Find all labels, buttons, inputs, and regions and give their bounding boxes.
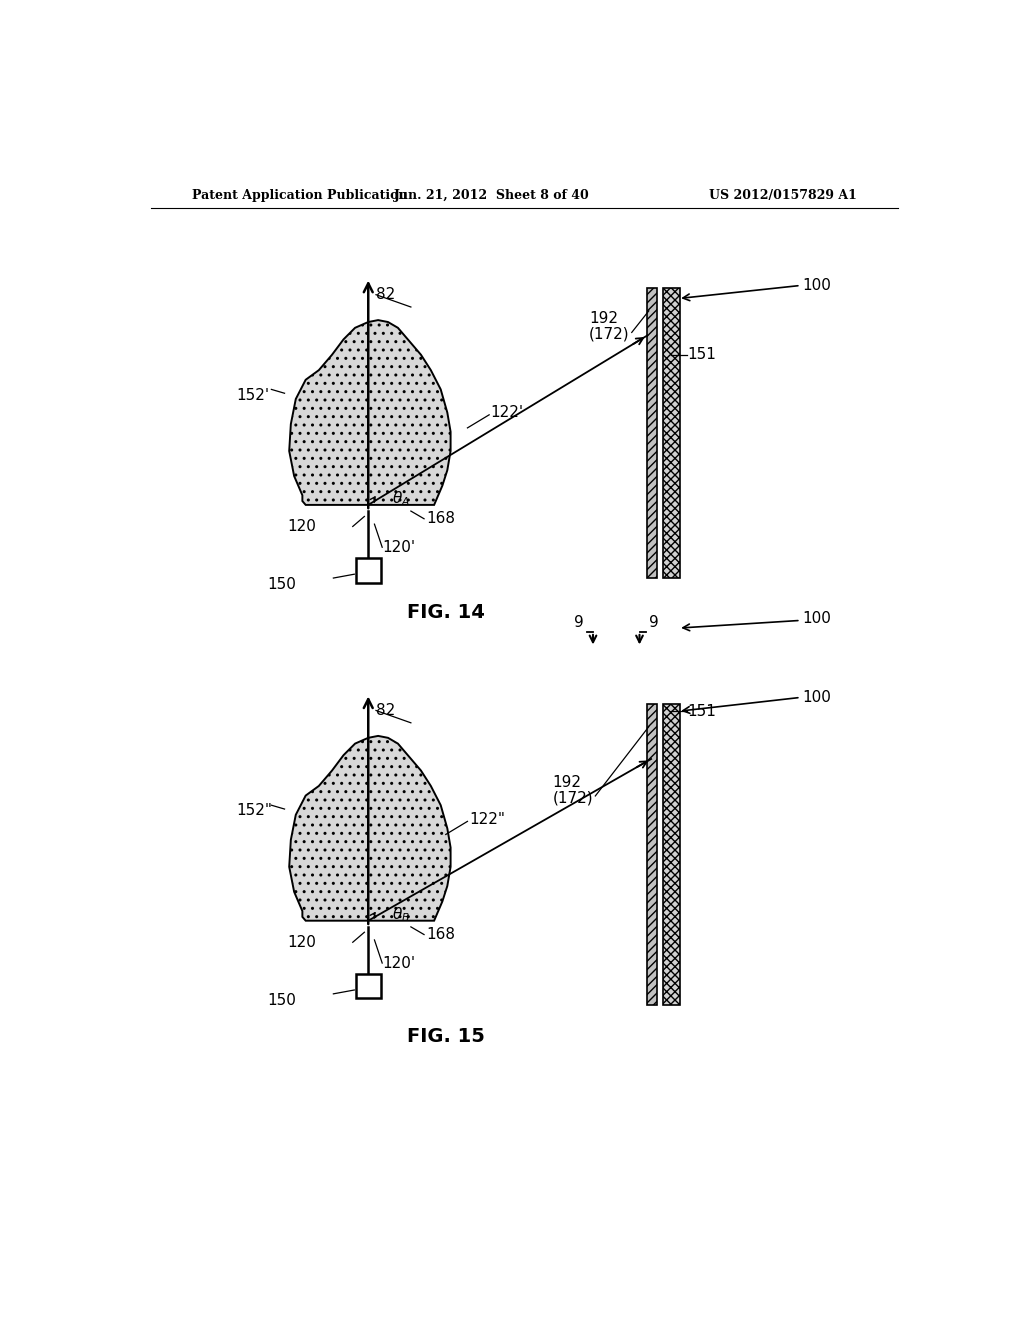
Bar — [356, 558, 381, 582]
Text: 120': 120' — [382, 956, 416, 970]
Text: 100: 100 — [802, 690, 831, 705]
Text: 120: 120 — [287, 935, 315, 950]
Text: FIG. 14: FIG. 14 — [407, 603, 484, 622]
Text: 82: 82 — [376, 288, 395, 302]
Text: Patent Application Publication: Patent Application Publication — [191, 189, 408, 202]
Text: 168: 168 — [426, 511, 456, 527]
Text: 82: 82 — [376, 704, 395, 718]
Bar — [647, 704, 657, 1006]
Text: 168: 168 — [426, 927, 456, 942]
Text: 152": 152" — [237, 804, 272, 818]
Text: 122": 122" — [469, 812, 505, 826]
Text: 192: 192 — [589, 312, 618, 326]
Text: FIG. 15: FIG. 15 — [407, 1027, 484, 1045]
Text: 151: 151 — [687, 704, 717, 719]
Text: 192: 192 — [553, 775, 582, 789]
Text: (172): (172) — [553, 791, 593, 805]
Text: 151: 151 — [687, 347, 717, 362]
Bar — [356, 974, 381, 998]
Text: 100: 100 — [802, 611, 831, 627]
Text: 150: 150 — [267, 993, 296, 1007]
Text: 120: 120 — [287, 519, 315, 535]
Text: Jun. 21, 2012  Sheet 8 of 40: Jun. 21, 2012 Sheet 8 of 40 — [394, 189, 590, 202]
Text: 9: 9 — [573, 615, 584, 631]
Text: 100: 100 — [802, 279, 831, 293]
Bar — [647, 288, 657, 578]
Polygon shape — [289, 737, 451, 921]
Text: 120': 120' — [382, 540, 416, 554]
Text: (172): (172) — [589, 326, 630, 342]
Polygon shape — [289, 321, 451, 506]
Text: 150: 150 — [267, 577, 296, 591]
Text: $\theta_A$: $\theta_A$ — [391, 490, 410, 508]
Text: $\theta_B$: $\theta_B$ — [391, 906, 410, 924]
Text: 152': 152' — [237, 388, 269, 403]
Text: 9: 9 — [649, 615, 658, 631]
Text: US 2012/0157829 A1: US 2012/0157829 A1 — [709, 189, 856, 202]
Bar — [663, 704, 680, 1006]
Text: 122': 122' — [490, 405, 524, 420]
Bar — [663, 288, 680, 578]
